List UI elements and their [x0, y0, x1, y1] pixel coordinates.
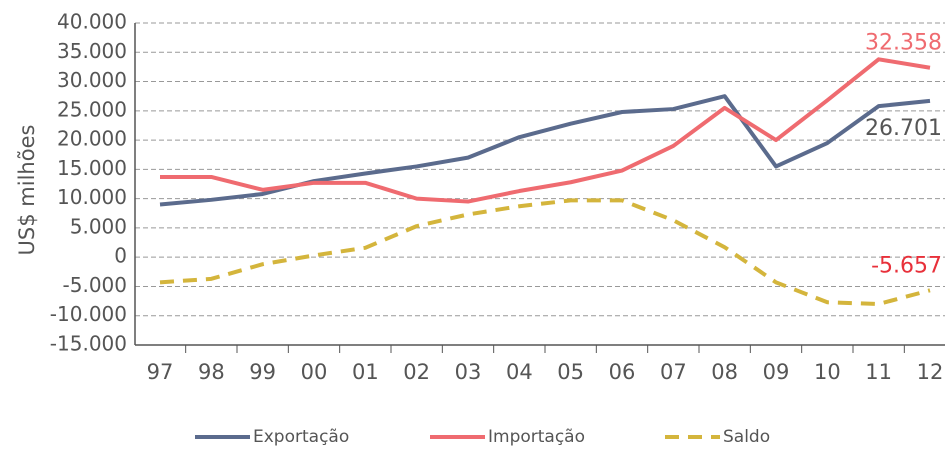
x-tick-label: 01: [352, 360, 379, 384]
y-tick-label: 35.000: [57, 39, 127, 63]
x-tick-label: 98: [198, 360, 225, 384]
y-tick-label: -10.000: [50, 302, 127, 326]
y-tick-label: 20.000: [57, 127, 127, 151]
y-tick-label: 15.000: [57, 156, 127, 180]
series-line: [159, 198, 931, 307]
x-tick-label: 99: [249, 360, 276, 384]
y-tick-label: -5.000: [63, 273, 127, 297]
x-tick-label: 10: [814, 360, 841, 384]
x-tick-label: 00: [301, 360, 328, 384]
y-tick-label: 30.000: [57, 68, 127, 92]
y-tick-label: 40.000: [57, 10, 127, 34]
y-tick-label: -15.000: [50, 332, 127, 356]
legend-label: Saldo: [723, 427, 770, 447]
y-tick-label: 5.000: [70, 214, 127, 238]
x-tick-label: 05: [557, 360, 584, 384]
y-axis-label: US$ milhões: [15, 125, 39, 256]
x-tick-label: 03: [455, 360, 482, 384]
data-label: 32.358: [865, 31, 942, 56]
y-tick-label: 10.000: [57, 185, 127, 209]
y-tick-label: 25.000: [57, 97, 127, 121]
x-tick-label: 06: [609, 360, 636, 384]
x-tick-label: 08: [711, 360, 738, 384]
legend-label: Importação: [488, 427, 585, 447]
x-tick-label: 04: [506, 360, 533, 384]
x-tick-label: 09: [763, 360, 790, 384]
y-tick-label: 0: [114, 244, 127, 268]
x-tick-label: 07: [660, 360, 687, 384]
x-tick-label: 11: [865, 360, 892, 384]
x-tick-label: 97: [147, 360, 174, 384]
x-tick-label: 12: [917, 360, 944, 384]
x-tick-label: 02: [403, 360, 430, 384]
data-label: 26.701: [865, 116, 942, 141]
legend-label: Exportação: [253, 427, 349, 447]
series-line: [160, 57, 931, 204]
data-label: -5.657: [871, 253, 942, 278]
